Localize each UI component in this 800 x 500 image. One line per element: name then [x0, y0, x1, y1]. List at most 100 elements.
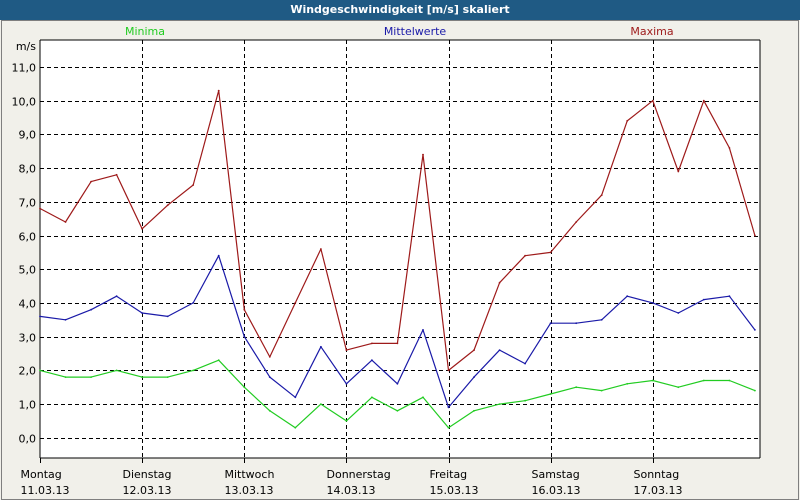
data-point-minima — [677, 386, 680, 389]
data-point-mittelwerte — [39, 315, 41, 318]
data-point-mittelwerte — [371, 359, 373, 362]
data-point-maxima — [575, 221, 578, 223]
y-tick-label: 8,0 — [19, 163, 37, 176]
data-point-mittelwerte — [192, 302, 195, 304]
chart-title: Windgeschwindigkeit [m/s] skaliert — [0, 0, 800, 20]
y-tick-label: 7,0 — [19, 197, 37, 210]
data-point-minima — [626, 382, 629, 385]
data-point-minima — [728, 379, 731, 382]
data-point-mittelwerte — [575, 322, 578, 325]
x-tick-date-label: 15.03.13 — [430, 484, 479, 497]
data-point-mittelwerte — [447, 406, 450, 409]
data-point-minima — [166, 376, 169, 378]
data-point-maxima — [498, 281, 501, 284]
data-point-minima — [524, 399, 526, 402]
data-point-mittelwerte — [728, 295, 731, 298]
y-tick-label: 6,0 — [19, 231, 37, 244]
data-point-mittelwerte — [422, 329, 424, 331]
y-axis-label: m/s — [16, 40, 36, 53]
data-point-minima — [447, 426, 450, 429]
data-point-maxima — [115, 173, 118, 176]
data-point-maxima — [192, 184, 195, 186]
data-point-mittelwerte — [345, 382, 348, 385]
data-point-minima — [754, 389, 756, 392]
data-point-minima — [371, 396, 373, 399]
data-point-mittelwerte — [600, 318, 603, 321]
data-point-mittelwerte — [396, 382, 399, 385]
data-point-maxima — [90, 180, 92, 183]
data-point-maxima — [166, 204, 169, 207]
data-point-maxima — [268, 356, 271, 358]
data-point-minima — [396, 409, 399, 412]
x-tick-date-label: 16.03.13 — [532, 484, 581, 497]
data-point-maxima — [447, 369, 450, 372]
data-point-maxima — [422, 153, 424, 156]
data-point-mittelwerte — [473, 376, 475, 378]
data-point-maxima — [396, 342, 399, 345]
x-tick-date-label: 11.03.13 — [21, 484, 70, 497]
data-point-minima — [422, 396, 424, 399]
data-point-minima — [549, 393, 552, 395]
data-point-mittelwerte — [217, 254, 220, 257]
y-tick-label: 11,0 — [12, 62, 37, 75]
data-point-maxima — [294, 302, 297, 304]
data-point-mittelwerte — [702, 298, 705, 301]
data-point-maxima — [320, 248, 322, 250]
data-point-mittelwerte — [90, 308, 92, 311]
data-point-maxima — [524, 254, 526, 257]
x-tick-day-label: Dienstag — [123, 468, 172, 481]
data-point-mittelwerte — [243, 335, 246, 338]
data-point-maxima — [64, 221, 67, 223]
data-point-minima — [294, 426, 297, 429]
y-tick-label: 10,0 — [12, 96, 37, 109]
data-point-minima — [600, 389, 603, 392]
data-point-maxima — [345, 349, 348, 351]
data-point-maxima — [549, 251, 552, 254]
data-point-maxima — [754, 234, 756, 237]
data-point-mittelwerte — [115, 295, 118, 298]
x-tick-day-label: Samstag — [532, 468, 580, 481]
data-point-mittelwerte — [294, 396, 297, 399]
data-point-mittelwerte — [549, 322, 552, 325]
data-point-maxima — [600, 194, 603, 197]
data-point-minima — [575, 386, 578, 389]
data-point-maxima — [626, 120, 629, 122]
data-point-maxima — [728, 147, 731, 149]
x-tick-day-label: Mittwoch — [225, 468, 275, 481]
y-tick-label: 9,0 — [19, 129, 37, 142]
data-point-maxima — [651, 99, 654, 102]
y-tick-label: 2,0 — [19, 365, 37, 378]
data-point-mittelwerte — [754, 329, 756, 331]
y-tick-label: 4,0 — [19, 298, 37, 311]
data-point-maxima — [473, 349, 475, 351]
data-point-mittelwerte — [166, 315, 169, 318]
data-point-minima — [141, 376, 144, 378]
data-point-maxima — [217, 89, 220, 92]
data-point-mittelwerte — [677, 312, 680, 314]
data-point-mittelwerte — [651, 302, 654, 304]
data-point-minima — [243, 386, 246, 389]
y-tick-label: 5,0 — [19, 264, 37, 277]
legend-entry-minima: Minima — [125, 25, 165, 38]
x-tick-date-label: 17.03.13 — [634, 484, 683, 497]
x-tick-day-label: Freitag — [430, 468, 468, 481]
data-point-maxima — [39, 207, 41, 210]
plot-area — [40, 40, 760, 458]
data-point-mittelwerte — [268, 376, 271, 378]
data-point-minima — [702, 379, 705, 382]
x-tick-day-label: Montag — [21, 468, 62, 481]
x-tick-date-label: 13.03.13 — [225, 484, 274, 497]
data-point-minima — [498, 403, 501, 405]
data-point-maxima — [677, 170, 680, 173]
legend-entry-mittelwerte: Mittelwerte — [384, 25, 447, 38]
x-tick-day-label: Donnerstag — [327, 468, 391, 481]
data-point-maxima — [243, 308, 246, 311]
legend-entry-maxima: Maxima — [630, 25, 673, 38]
x-tick-date-label: 14.03.13 — [327, 484, 376, 497]
data-point-minima — [192, 369, 195, 372]
data-point-minima — [39, 369, 41, 372]
data-point-mittelwerte — [141, 312, 144, 314]
data-point-maxima — [371, 342, 373, 345]
data-point-minima — [64, 376, 67, 378]
